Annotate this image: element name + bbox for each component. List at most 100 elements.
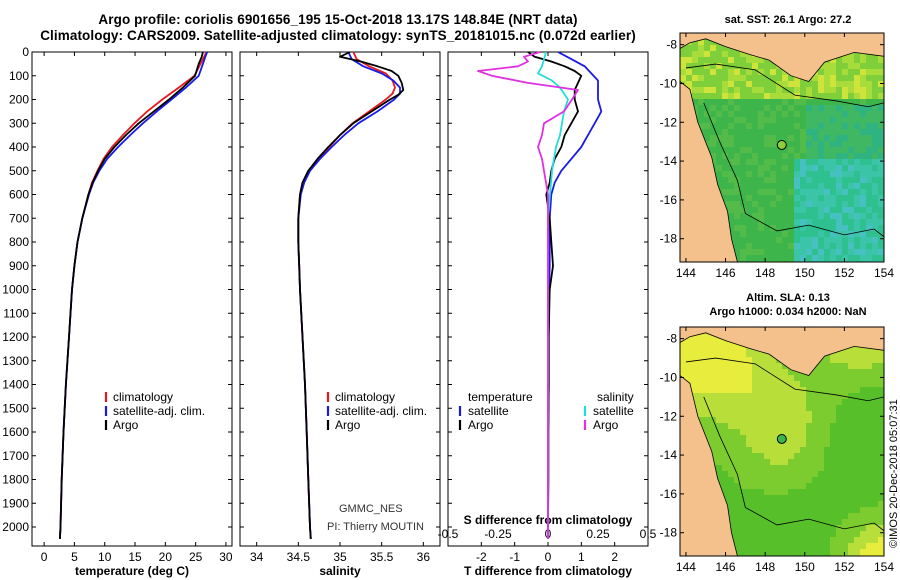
lat-tick-label: -8 [666,38,677,52]
depth-tick-label: 1000 [2,283,29,297]
x-tick-label: 20 [159,550,173,564]
lon-tick-label: 146 [716,266,736,280]
lon-tick-label: 144 [676,266,696,280]
x-axis-label: temperature (deg C) [75,564,189,578]
depth-tick-label: 1100 [3,306,29,320]
depth-tick-label: 2000 [2,520,29,534]
profile-line-salinity-argo [477,51,579,539]
shelf-contour [685,357,884,402]
profile-line-temperature-argo [527,51,583,539]
x-tick-label: 36 [417,550,431,564]
land-australia [680,81,738,262]
x-tick-label: 34 [250,550,264,564]
lat-tick-label: -14 [660,448,678,462]
figure-title-line-1: Argo profile: coriolis 6901656_195 15-Oc… [98,12,578,27]
depth-tick-label: 900 [9,259,29,273]
x-tick-label: 30 [219,550,233,564]
depth-tick-label: 700 [9,211,29,225]
lat-tick-label: -12 [660,409,678,423]
x-tick-label: 35.5 [370,550,394,564]
x2-tick-label: -0.25 [484,527,512,541]
depth-tick-label: 200 [9,93,29,107]
legend-heading: temperature [468,390,533,404]
depth-tick-label: 1900 [2,496,29,510]
profile-line-argo [59,51,204,539]
shelf-contour [685,63,884,108]
lat-tick-label: -8 [666,332,677,346]
depth-tick-label: 1600 [2,425,29,439]
reef-contour [703,396,884,532]
x-tick-label: 25 [189,550,203,564]
legend-label: satellite-adj. clim. [335,404,427,418]
reef-contour [703,102,884,238]
argo-position-marker [776,139,787,150]
depth-tick-label: 500 [9,164,29,178]
x-tick-label: 5 [71,550,78,564]
x-tick-label: -1 [509,550,520,564]
legend-label: satellite [593,404,634,418]
land-new-guinea [680,327,884,376]
map-sla: 144 146 148 150 152 154 -8 -10 -12 -14 -16 -18 [660,326,894,574]
x2-tick-label: 0.25 [586,527,610,541]
lon-tick-label: 154 [874,266,894,280]
sla-map-title: Altim. SLA: 0.13 [746,292,830,304]
x2-tick-label: -0.5 [438,527,459,541]
lat-tick-label: -14 [660,154,678,168]
lon-tick-label: 150 [795,560,815,574]
map-field [680,33,884,262]
lon-tick-label: 152 [834,266,854,280]
lat-tick-label: -18 [660,232,678,246]
lon-tick-label: 150 [795,266,815,280]
lat-tick-label: -10 [660,76,678,90]
lat-tick-label: -18 [660,526,678,540]
sla-map-subtitle: Argo h1000: 0.034 h2000: NaN [709,306,867,318]
map-frame [679,32,885,263]
lat-tick-label: -12 [660,115,678,129]
x-tick-label: 34.5 [287,550,311,564]
legend-label: satellite [468,404,509,418]
depth-tick-label: 1700 [2,449,29,463]
lat-tick-label: -16 [660,487,678,501]
lat-tick-label: -10 [660,370,678,384]
profile-line-temperature-satellite [547,51,603,539]
x2-tick-label: 0.5 [640,527,657,541]
map-field [680,327,884,556]
depth-tick-label: 1300 [2,354,29,368]
x-tick-label: 35 [333,550,347,564]
depth-tick-label: 1200 [2,330,29,344]
x-tick-label: 15 [128,550,142,564]
lon-tick-label: 154 [874,560,894,574]
x-tick-label: 1 [578,550,585,564]
lon-tick-label: 146 [716,560,736,574]
plot-frame-2 [239,51,441,547]
legend-label: satellite-adj. clim. [113,404,205,418]
x-axis-label: salinity [319,564,361,578]
profile-line-satellite-adj-clim- [297,51,401,539]
x-tick-label: -2 [476,550,487,564]
depth-tick-label: 600 [9,188,29,202]
legend-label: Argo [468,418,494,432]
profile-line-salinity-satellite [537,51,569,539]
annotation-project: GMMC_NES [339,503,403,515]
argo-position-marker [776,433,787,444]
legend-label: Argo [335,418,361,432]
map-sst: 144 146 148 150 152 154 -8 -10 -12 -14 -16 -18 [660,32,894,280]
lon-tick-label: 144 [676,560,696,574]
depth-tick-label: 1400 [2,378,29,392]
depth-tick-label: 800 [9,235,29,249]
legend-heading: salinity [597,390,634,404]
lon-tick-label: 148 [755,560,775,574]
figure-title-line-2: Climatology: CARS2009. Satellite-adjuste… [40,28,636,43]
lon-tick-label: 152 [834,560,854,574]
legend-label: Argo [113,418,139,432]
x-tick-label: 0 [41,550,48,564]
legend-label: climatology [335,390,395,404]
profile-line-climatology [59,51,208,539]
x-tick-label: 0 [545,550,552,564]
map-frame [679,326,885,557]
x-tick-label: 2 [611,550,618,564]
annotation-pi: PI: Thierry MOUTIN [327,521,424,533]
depth-tick-label: 400 [9,140,29,154]
plot-frame-1 [31,51,233,547]
